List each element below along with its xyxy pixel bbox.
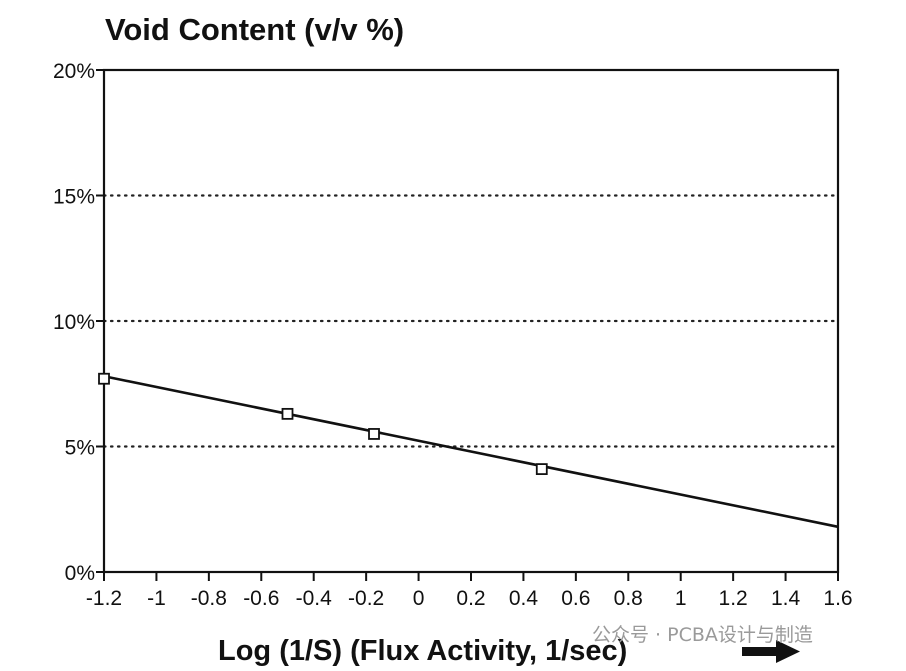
y-axis: 0% 5% 10% 15% 20% <box>53 60 104 585</box>
arrow-right-icon <box>742 640 800 663</box>
x-tick-label: -1.2 <box>86 587 122 610</box>
y-tick-label: 0% <box>65 562 95 585</box>
x-axis-label: Log (1/S) (Flux Activity, 1/sec) <box>218 635 627 667</box>
x-tick-label: -0.8 <box>191 587 227 610</box>
y-tick-label: 5% <box>65 437 95 460</box>
data-point-square <box>98 372 110 385</box>
x-tick-label: 1 <box>675 587 687 610</box>
x-tick-label: 0.2 <box>456 587 485 610</box>
data-series <box>98 372 839 529</box>
y-tick-label: 10% <box>53 311 95 334</box>
x-tick-label: 1.6 <box>823 587 852 610</box>
watermark: 公众号 · PCBA设计与制造 <box>592 624 813 646</box>
x-tick-label: 0.4 <box>509 587 539 610</box>
chart-title: Void Content (v/v %) <box>105 12 404 47</box>
data-point-square <box>535 463 548 475</box>
y-tick-label: 15% <box>53 186 95 209</box>
x-tick-label: 1.2 <box>719 587 748 610</box>
y-tick-label: 20% <box>53 60 95 83</box>
x-tick-label: 1.4 <box>771 587 801 610</box>
x-tick-label: 0.8 <box>614 587 643 610</box>
x-tick-label: -0.6 <box>243 587 279 610</box>
x-tick-label: 0 <box>413 587 425 610</box>
data-point-square <box>368 428 380 440</box>
x-tick-label: -0.4 <box>296 587 333 610</box>
grid-lines <box>102 194 840 448</box>
x-tick-label: 0.6 <box>561 587 590 610</box>
trend-line <box>103 374 839 529</box>
data-point-square <box>281 407 294 420</box>
x-tick-label: -0.2 <box>348 587 384 610</box>
x-tick-label: -1 <box>147 587 166 610</box>
x-axis: -1.2 -1 -0.8 -0.6 -0.4 -0.2 0 0.2 0.4 0.6 0.8 1 1.2 1… <box>86 572 853 610</box>
